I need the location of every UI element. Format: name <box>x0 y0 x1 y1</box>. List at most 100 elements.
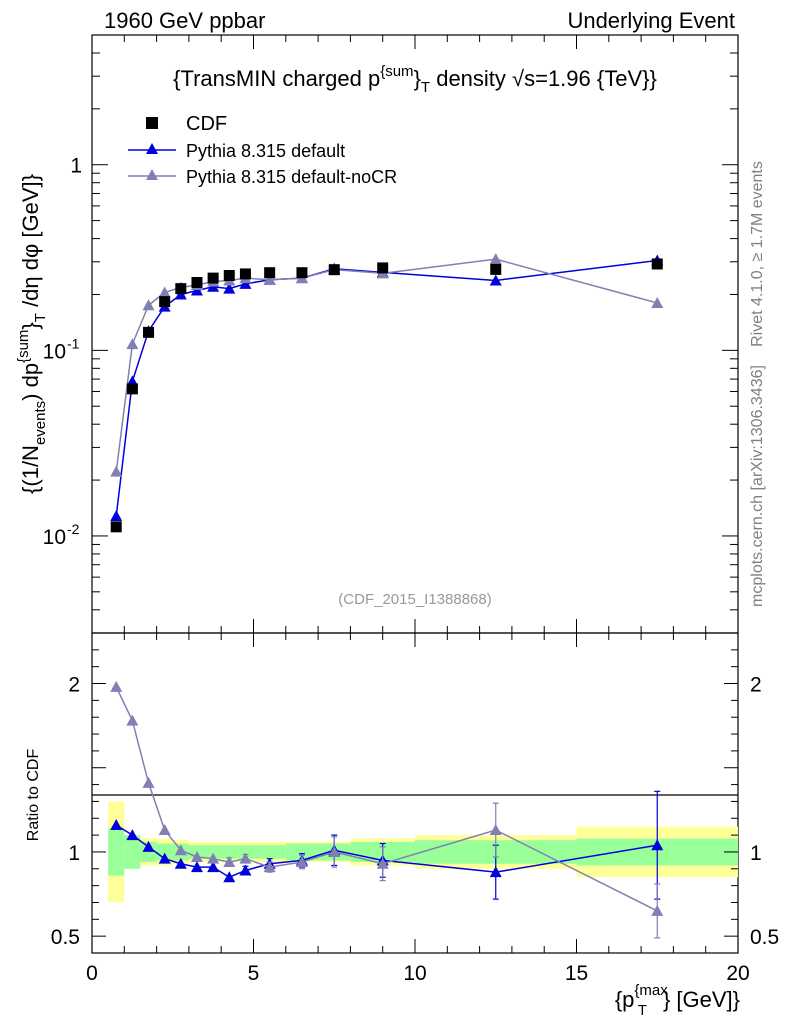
ratio-band-stat <box>221 845 238 859</box>
x-tick-label: 15 <box>565 962 588 985</box>
ratio-band-stat <box>124 835 141 869</box>
ratio-band-stat <box>253 845 286 859</box>
ratio-tick-label-right: 1 <box>750 842 762 865</box>
nocr-point <box>142 299 155 311</box>
ratio-band-stat <box>205 845 222 859</box>
default-ratio-point <box>489 866 502 878</box>
y-tick-label-exponent: -2 <box>67 521 80 537</box>
ratio-panel-frame <box>91 632 739 954</box>
cdf-point <box>264 267 276 279</box>
nocr-ratio-point <box>263 861 276 873</box>
x-axis-label: {p{max T} [GeV]} <box>615 982 740 1019</box>
legend-label-cdf: CDF <box>186 113 227 135</box>
ratio-band-stat <box>285 843 319 861</box>
x-tick-label: 20 <box>726 962 749 985</box>
header-left: 1960 GeV ppbar <box>104 8 265 33</box>
default-ratio-point <box>158 852 171 864</box>
nocr-ratio-line <box>115 686 658 912</box>
chart-title: {TransMIN charged p{sum}T density √s=1.9… <box>173 63 657 96</box>
default-point <box>190 284 203 296</box>
nocr-ratio-point <box>223 856 236 868</box>
y-tick-label: 10 <box>43 340 66 363</box>
nocr-ratio-point <box>295 856 308 868</box>
x-tick-label: 5 <box>248 962 260 985</box>
ratio-tick-label-left: 1 <box>68 842 80 865</box>
legend-marker-nocr <box>146 169 158 180</box>
cdf-point <box>490 263 502 275</box>
cdf-point <box>110 521 122 533</box>
default-ratio-point <box>126 829 139 841</box>
nocr-point <box>126 338 139 350</box>
cdf-point <box>175 283 187 295</box>
default-ratio-point <box>174 857 187 869</box>
nocr-point <box>651 296 664 308</box>
cdf-point <box>296 267 308 279</box>
x-tick-label: 10 <box>403 962 426 985</box>
cdf-point <box>159 296 171 308</box>
ratio-bands <box>108 801 738 903</box>
cdf-point <box>328 264 340 276</box>
nocr-point <box>489 253 502 265</box>
cdf-point <box>207 272 219 284</box>
nocr-point <box>110 465 123 477</box>
default-point <box>239 277 252 289</box>
analysis-label: (CDF_2015_I1388868) <box>338 591 491 608</box>
nocr-ratio-point <box>207 852 220 864</box>
y-tick-label: 10 <box>43 526 66 549</box>
ratio-band-stat <box>108 828 125 876</box>
nocr-ratio-point <box>328 845 341 857</box>
default-ratio-point <box>207 861 220 873</box>
ratio-y-axis-label: Ratio to CDF <box>25 749 42 842</box>
nocr-ratio-point <box>126 714 139 726</box>
default-point <box>489 274 502 286</box>
ratio-tick-label-left: 2 <box>68 674 80 697</box>
default-ratio-point <box>110 819 123 830</box>
default-point <box>110 510 123 522</box>
nocr-ratio-point <box>489 824 502 836</box>
nocr-ratio-point <box>376 857 389 869</box>
nocr-ratio-point <box>239 852 252 864</box>
default-ratio-point <box>223 871 236 883</box>
nocr-ratio-point <box>110 680 123 692</box>
mcplots-label: mcplots.cern.ch [arXiv:1306.3436] <box>749 365 766 607</box>
legend-label-nocr: Pythia 8.315 default-noCR <box>186 167 397 187</box>
ratio-tick-label-right: 2 <box>750 674 762 697</box>
cdf-point <box>377 262 389 274</box>
cdf-point <box>126 383 138 395</box>
ratio-band-stat <box>237 845 254 859</box>
cdf-point <box>651 258 663 270</box>
ratio-tick-label-left: 0.5 <box>51 926 80 949</box>
nocr-ratio-point <box>174 844 187 856</box>
x-tick-label: 0 <box>86 962 98 985</box>
default-ratio-point <box>239 864 252 876</box>
default-line <box>115 259 658 517</box>
cdf-point <box>223 270 235 282</box>
nocr-ratio-point <box>190 851 203 862</box>
cdf-point <box>239 268 251 280</box>
ratio-tick-label-right: 0.5 <box>750 926 779 949</box>
nocr-point <box>158 286 171 298</box>
y-axis-label: {(1/Nevents) dp{sum}T /dη dφ [GeV]} <box>15 174 49 494</box>
nocr-point <box>263 273 276 285</box>
nocr-ratio-point <box>142 776 155 788</box>
cdf-point <box>191 277 203 289</box>
legend-marker-default <box>146 143 158 154</box>
cdf-point <box>143 326 155 338</box>
header-right: Underlying Event <box>567 8 735 33</box>
legend-marker-cdf <box>146 117 158 129</box>
default-ratio-point <box>651 839 664 851</box>
rivet-label: Rivet 4.1.0, ≥ 1.7M events <box>749 161 766 347</box>
ratio-band-stat <box>140 841 157 863</box>
legend: CDF Pythia 8.315 default Pythia 8.315 de… <box>128 113 397 187</box>
y-tick-label-exponent: -1 <box>67 335 80 351</box>
nocr-ratio-point <box>158 824 171 836</box>
y-tick-label: 1 <box>70 155 82 178</box>
default-point <box>223 282 236 294</box>
nocr-ratio-point <box>651 904 664 916</box>
default-ratio-point <box>142 840 155 852</box>
data-marks <box>110 253 664 939</box>
default-ratio-point <box>190 861 203 873</box>
legend-label-default: Pythia 8.315 default <box>186 141 345 161</box>
